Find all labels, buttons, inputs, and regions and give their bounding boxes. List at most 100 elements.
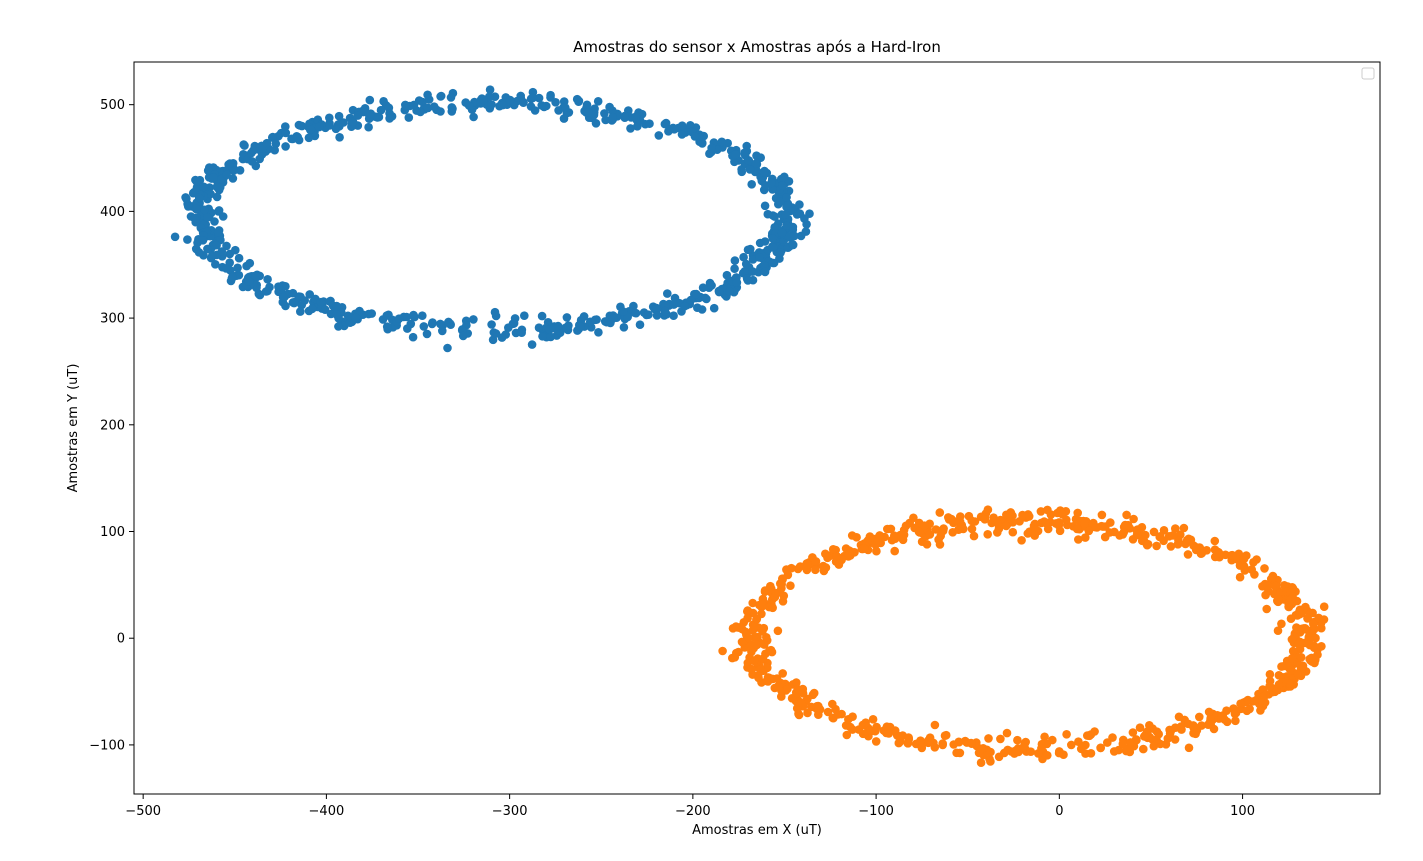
chart-title: Amostras do sensor x Amostras após a Har… xyxy=(573,38,941,56)
series-1-point xyxy=(680,301,689,311)
series-1-point xyxy=(760,168,769,177)
series-2-point xyxy=(1319,615,1329,624)
series-1-point xyxy=(564,321,573,330)
series-2-point xyxy=(1119,528,1129,537)
series-2-point xyxy=(833,710,843,719)
series-1-point xyxy=(289,298,299,308)
series-2-point xyxy=(1008,518,1018,527)
series-1-point xyxy=(335,133,344,142)
series-2-point xyxy=(749,622,759,632)
series-2-point xyxy=(967,524,977,534)
series-2-point xyxy=(1129,514,1138,524)
series-1-point xyxy=(225,159,235,168)
series-1-point xyxy=(385,114,394,123)
series-2-point xyxy=(743,613,752,623)
series-1-point xyxy=(183,235,192,244)
series-1-point xyxy=(423,103,433,113)
series-1-point xyxy=(200,205,209,215)
series-2-point xyxy=(983,505,993,514)
series-2-point xyxy=(977,744,986,754)
series-1-point xyxy=(436,92,445,101)
series-1-point xyxy=(745,165,755,174)
series-2-point xyxy=(1222,706,1231,715)
series-1-point xyxy=(670,125,679,134)
series-1-point xyxy=(464,101,474,110)
series-1-point xyxy=(194,248,204,257)
series-2-point xyxy=(828,699,837,709)
series-1-point xyxy=(402,312,411,322)
x-axis: −500 −400 −300 −200 −100 0 100 xyxy=(125,794,1255,819)
series-1-point xyxy=(778,181,787,190)
series-2-point xyxy=(1170,735,1180,744)
series-2-point xyxy=(1002,728,1012,738)
series-1-point xyxy=(777,228,787,238)
series-2-point xyxy=(803,560,812,569)
series-1-point xyxy=(517,328,526,338)
series-1-point xyxy=(487,100,496,109)
series-1-point xyxy=(717,137,727,147)
series-2-point xyxy=(1089,518,1098,528)
series-1-point xyxy=(304,133,314,143)
series-1-point xyxy=(795,200,804,209)
series-1-point xyxy=(534,323,544,333)
series-1-point xyxy=(498,100,508,110)
series-2-point xyxy=(1103,738,1112,747)
series-1-point xyxy=(222,241,231,251)
series-1-point xyxy=(307,304,317,314)
series-1-point xyxy=(234,270,244,280)
series-2-point xyxy=(1204,707,1214,717)
series-2-point xyxy=(757,609,766,619)
series-2-point xyxy=(1085,731,1094,741)
series-1-point xyxy=(271,139,281,148)
series-1-point xyxy=(382,311,392,320)
series-2-point xyxy=(1165,729,1175,738)
series-1-point xyxy=(669,300,679,309)
series-1-point xyxy=(170,232,180,242)
series-1-point xyxy=(211,260,220,269)
series-1-point xyxy=(800,214,809,223)
series-1-point xyxy=(203,212,212,222)
series-1-point xyxy=(730,264,739,274)
series-1-point xyxy=(608,112,617,122)
series-1-point xyxy=(520,311,529,321)
series-1-point xyxy=(707,281,716,290)
series-2-point xyxy=(1296,653,1306,662)
series-1-point xyxy=(376,105,386,115)
series-1-point xyxy=(559,114,569,123)
series-1-point xyxy=(528,93,538,103)
series-2-point xyxy=(1012,745,1021,755)
series-2-point xyxy=(1309,619,1318,629)
series-2-point xyxy=(1203,720,1213,729)
series-2-point xyxy=(955,524,964,534)
x-tick-label: −100 xyxy=(858,804,894,819)
series-2-point xyxy=(1018,510,1027,520)
series-2-point xyxy=(768,603,777,613)
series-2-point xyxy=(787,694,797,703)
series-1-point xyxy=(660,306,670,316)
series-1-point xyxy=(214,206,224,215)
series-2-point xyxy=(1286,614,1296,623)
series-2-point xyxy=(1043,505,1052,515)
series-2-point xyxy=(718,646,727,656)
series-2-point xyxy=(967,516,976,526)
series-1-point xyxy=(404,113,414,122)
series-2-point xyxy=(1319,602,1329,611)
series-2-point xyxy=(890,546,899,556)
series-1-point xyxy=(538,332,547,341)
series-1-point xyxy=(182,194,191,204)
series-1-point xyxy=(677,121,687,130)
series-1-point xyxy=(293,132,303,142)
series-1-point xyxy=(278,292,288,302)
series-2-point xyxy=(772,674,782,683)
series-1-point xyxy=(767,178,776,188)
series-1-point xyxy=(458,331,468,341)
series-1-point xyxy=(698,283,708,293)
series-2-point xyxy=(1096,743,1105,753)
series-1-point xyxy=(212,240,221,250)
series-2-point xyxy=(750,633,760,642)
series-2-point xyxy=(1195,712,1204,722)
series-1-point xyxy=(775,197,785,206)
series-2-point xyxy=(925,735,935,745)
x-tick-label: 100 xyxy=(1230,804,1255,819)
